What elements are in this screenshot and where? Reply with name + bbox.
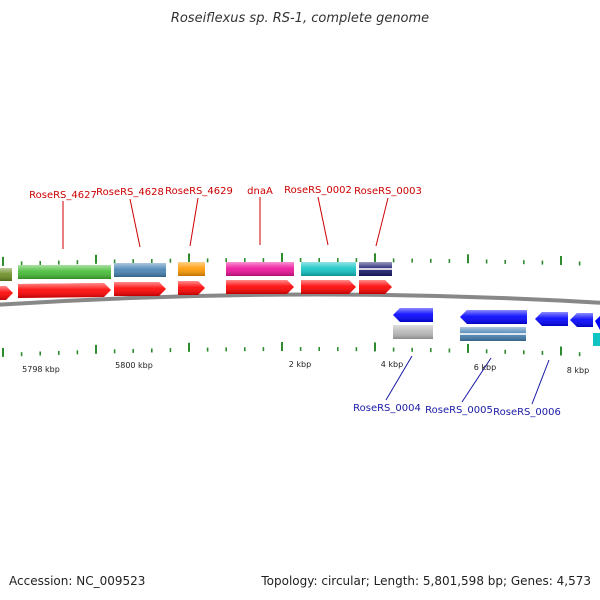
- label-dnaa[interactable]: dnaA: [247, 186, 273, 197]
- scale-ticks-upper: [2, 253, 581, 266]
- label-rosers-4629[interactable]: RoseRS_4629: [165, 186, 233, 197]
- genome-backbone: [0, 292, 600, 307]
- reverse-gene-track: [393, 308, 600, 330]
- feature-rosers-next[interactable]: [593, 333, 600, 346]
- forward-gene-labels: RoseRS_4627 RoseRS_4628 RoseRS_4629 dnaA…: [29, 185, 422, 201]
- label-rosers-4627[interactable]: RoseRS_4627: [29, 190, 97, 201]
- reverse-feature-track: [393, 325, 600, 346]
- scale-labels: 5798 kbp 5800 kbp 2 kbp 4 kbp 6 kbp 8 kb…: [22, 360, 589, 375]
- scale-label-6kbp: 6 kbp: [474, 363, 496, 372]
- scale-label-5798kbp: 5798 kbp: [22, 365, 60, 374]
- forward-feature-track: [0, 262, 392, 281]
- scale-label-5800kbp: 5800 kbp: [115, 361, 153, 370]
- map-title: Roseiflexus sp. RS-1, complete genome: [171, 11, 429, 26]
- label-rosers-4628[interactable]: RoseRS_4628: [96, 187, 164, 198]
- label-rosers-0005[interactable]: RoseRS_0005: [425, 405, 493, 416]
- reverse-gene-labels: RoseRS_0004 RoseRS_0005 RoseRS_0006: [353, 403, 561, 418]
- gene-gloss: [0, 280, 392, 300]
- scale-label-2kbp: 2 kbp: [289, 360, 311, 369]
- label-leader-lines: [62, 196, 550, 405]
- label-rosers-0002[interactable]: RoseRS_0002: [284, 185, 352, 196]
- forward-gene-track: [0, 280, 392, 300]
- label-rosers-0003[interactable]: RoseRS_0003: [354, 186, 422, 197]
- label-rosers-0006[interactable]: RoseRS_0006: [493, 407, 561, 418]
- accession-text: Accession: NC_009523: [9, 574, 146, 588]
- genome-summary-text: Topology: circular; Length: 5,801,598 bp…: [261, 574, 591, 588]
- scale-ticks-lower: [2, 342, 581, 357]
- label-rosers-0004[interactable]: RoseRS_0004: [353, 403, 421, 414]
- gene-arrow-partial-right[interactable]: [595, 316, 600, 330]
- feature-gloss: [0, 262, 392, 281]
- reverse-gene-gloss: [393, 308, 593, 327]
- scale-label-4kbp: 4 kbp: [381, 360, 403, 369]
- scale-label-8kbp: 8 kbp: [567, 366, 589, 375]
